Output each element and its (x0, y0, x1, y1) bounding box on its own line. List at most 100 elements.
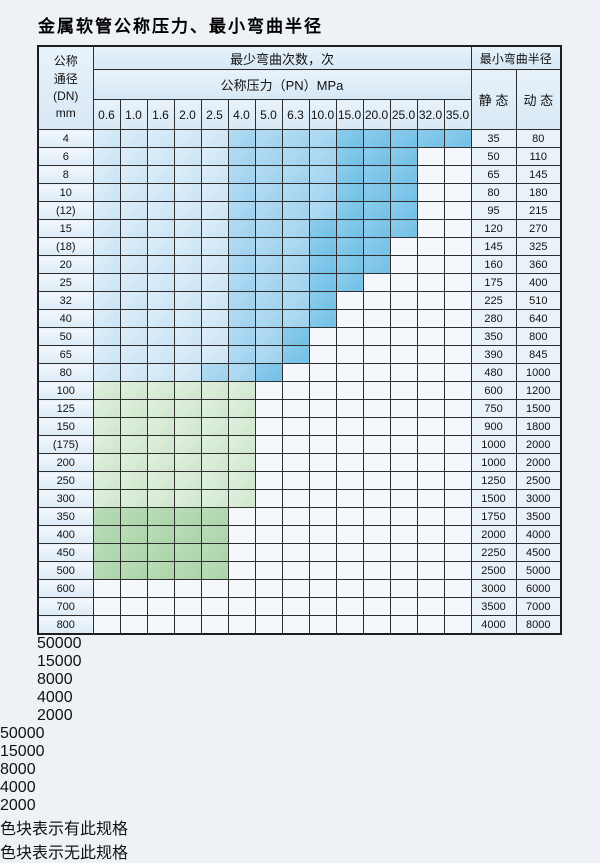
no-spec-cell (416, 579, 445, 598)
cycle-cell (281, 237, 310, 256)
cycle-cell (254, 219, 283, 238)
dn-value: 500 (37, 561, 94, 580)
cycle-cell (200, 309, 229, 328)
cycle-cell (227, 273, 256, 292)
cycle-cell (119, 471, 148, 490)
cycle-cell (362, 255, 391, 274)
no-spec-cell (281, 417, 310, 436)
cycle-cell (254, 273, 283, 292)
no-spec-cell (362, 471, 391, 490)
cycle-cell (200, 327, 229, 346)
dynamic-radius-value: 3500 (515, 507, 562, 526)
cycle-cell (254, 363, 283, 382)
no-spec-cell (362, 381, 391, 400)
cycle-cell (92, 147, 121, 166)
cycles-label-8000: 8000 (37, 671, 73, 688)
cycle-cell (335, 255, 364, 274)
dn-value: 250 (37, 471, 94, 490)
cycle-cell (200, 453, 229, 472)
cycle-cell (173, 579, 202, 598)
cycle-cell (119, 453, 148, 472)
no-spec-cell (281, 561, 310, 580)
cycle-cell (92, 381, 121, 400)
no-spec-cell (416, 381, 445, 400)
cycle-cell (227, 381, 256, 400)
cycle-cell (416, 129, 445, 148)
cycle-cell (335, 129, 364, 148)
cycle-cell (227, 399, 256, 418)
no-spec-cell (227, 507, 256, 526)
no-spec-cell (443, 219, 472, 238)
cycle-cell (308, 165, 337, 184)
no-spec-cell (173, 597, 202, 616)
no-spec-cell (389, 399, 418, 418)
no-spec-cell (362, 615, 391, 635)
no-spec-cell (308, 363, 337, 382)
cycle-cell (173, 525, 202, 544)
no-spec-cell (389, 489, 418, 508)
cycle-cell (119, 273, 148, 292)
cycle-cell (200, 183, 229, 202)
no-spec-cell (362, 291, 391, 310)
cycle-cell (200, 147, 229, 166)
cycle-cell (443, 129, 472, 148)
no-spec-cell (335, 309, 364, 328)
no-spec-cell (254, 381, 283, 400)
cycle-cell (200, 435, 229, 454)
cycle-cell (389, 129, 418, 148)
static-radius-value: 145 (470, 237, 517, 256)
no-spec-cell (335, 399, 364, 418)
cycle-cell (281, 291, 310, 310)
dn-value: 200 (37, 453, 94, 472)
legend-swatch-8000: 8000 (0, 761, 36, 778)
no-spec-cell (416, 597, 445, 616)
no-spec-cell (416, 237, 445, 256)
static-radius-value: 175 (470, 273, 517, 292)
cycle-cell (227, 489, 256, 508)
no-spec-cell (443, 507, 472, 526)
no-spec-cell (389, 561, 418, 580)
no-spec-cell (200, 615, 229, 635)
no-spec-cell (281, 525, 310, 544)
cycle-cell (281, 201, 310, 220)
no-spec-cell (389, 237, 418, 256)
cycle-cell (173, 435, 202, 454)
cycle-cell (173, 471, 202, 490)
no-spec-cell (335, 291, 364, 310)
no-spec-cell (443, 165, 472, 184)
cycle-cell (200, 129, 229, 148)
pressure-value: 15.0 (335, 99, 364, 130)
cycle-cell (146, 255, 175, 274)
cycle-cell (173, 507, 202, 526)
cycle-cell (227, 129, 256, 148)
cycle-cell (173, 309, 202, 328)
cycle-cell (146, 291, 175, 310)
cycle-cell (200, 489, 229, 508)
legend-swatch-2000: 2000 (0, 797, 36, 814)
cycle-cell (173, 363, 202, 382)
cycle-cell (173, 399, 202, 418)
cycle-cell (308, 255, 337, 274)
no-spec-cell (443, 309, 472, 328)
cycle-cell (281, 345, 310, 364)
no-spec-cell (308, 489, 337, 508)
static-radius-value: 600 (470, 381, 517, 400)
no-spec-cell (443, 147, 472, 166)
no-spec-cell (173, 615, 202, 635)
cycle-cell (119, 165, 148, 184)
cycle-cell (308, 291, 337, 310)
static-radius-value: 350 (470, 327, 517, 346)
no-spec-cell (416, 345, 445, 364)
dynamic-radius-value: 4000 (515, 525, 562, 544)
cycle-cell (227, 471, 256, 490)
table-row: 200 1000 2000 (37, 453, 562, 472)
cycle-cell (227, 147, 256, 166)
cycle-cell (92, 489, 121, 508)
no-spec-cell (200, 597, 229, 616)
cycle-cell (254, 129, 283, 148)
cycle-cell (92, 309, 121, 328)
static-radius-value: 900 (470, 417, 517, 436)
cycle-cell (173, 453, 202, 472)
cycle-cell (119, 309, 148, 328)
no-spec-cell (443, 327, 472, 346)
